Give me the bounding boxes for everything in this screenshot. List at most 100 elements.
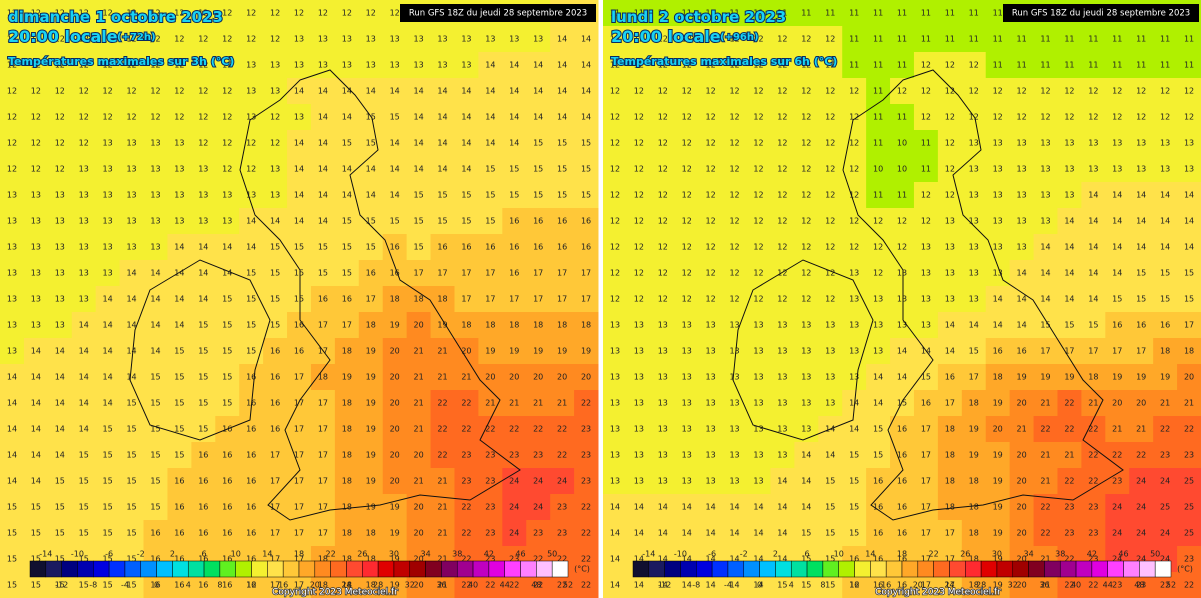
temperature-value: 13	[342, 35, 352, 44]
colorbar-swatch	[806, 560, 824, 578]
temperature-value: 14	[729, 529, 739, 538]
temperature-cell	[430, 78, 455, 105]
colorbar-label: 28	[373, 581, 383, 590]
temperature-cell	[1153, 286, 1178, 313]
temperature-cell	[71, 416, 97, 443]
temperature-cell	[1153, 312, 1178, 339]
temperature-value: 12	[849, 217, 859, 226]
temperature-value: 21	[414, 477, 424, 486]
colorbar-label: 50	[547, 550, 557, 559]
temperature-cell	[406, 364, 432, 391]
temperature-value: 20	[414, 581, 424, 590]
temperature-cell	[674, 286, 700, 313]
temperature-cell	[454, 416, 479, 443]
colorbar-swatch	[172, 560, 189, 578]
temperature-value: 15	[198, 425, 208, 434]
temperature-value: 20	[1017, 581, 1027, 590]
temperature-cell	[167, 130, 192, 157]
temperature-value: 14	[414, 165, 424, 174]
temperature-cell	[650, 78, 676, 105]
temperature-cell	[215, 130, 240, 157]
temperature-cell	[382, 156, 408, 183]
temperature-value: 21	[1136, 425, 1146, 434]
temperature-value: 13	[1017, 191, 1027, 200]
temperature-value: 13	[753, 425, 763, 434]
temperature-value: 13	[390, 35, 400, 44]
temperature-cell	[406, 130, 432, 157]
temperature-cell	[1105, 104, 1130, 131]
temperature-cell	[603, 78, 628, 105]
temperature-cell	[502, 390, 527, 417]
temperature-value: 19	[342, 373, 352, 382]
temperature-value: 14	[390, 165, 400, 174]
temperature-value: 13	[706, 451, 716, 460]
temperature-cell	[334, 520, 360, 547]
temperature-cell	[866, 442, 891, 469]
temperature-value: 14	[7, 373, 17, 382]
temperature-cell	[119, 442, 145, 469]
temperature-value: 18	[342, 529, 352, 538]
temperature-value: 12	[634, 139, 644, 148]
temperature-value: 13	[993, 191, 1003, 200]
temperature-cell	[1081, 104, 1106, 131]
temperature-cell	[842, 468, 867, 495]
temperature-cell	[239, 338, 264, 365]
temperature-value: 15	[342, 269, 352, 278]
temperature-value: 18	[342, 477, 352, 486]
temperature-value: 16	[897, 529, 907, 538]
colorbar-swatch	[77, 560, 94, 578]
temperature-cell	[1177, 442, 1201, 469]
colorbar-label: 4	[789, 581, 794, 590]
temperature-value: 16	[246, 555, 256, 564]
temperature-value: 12	[610, 113, 620, 122]
temperature-value: 13	[1112, 165, 1122, 174]
temperature-cell	[23, 182, 49, 209]
temperature-cell	[650, 104, 676, 131]
temperature-value: 11	[1136, 35, 1146, 44]
colorbar-label: -12	[55, 581, 68, 590]
temperature-cell	[746, 78, 771, 105]
temperature-value: 13	[753, 477, 763, 486]
temperature-value: 13	[825, 347, 835, 356]
temperature-value: 13	[1184, 165, 1194, 174]
temperature-cell	[770, 104, 795, 131]
colorbar-swatch	[822, 560, 839, 578]
temperature-value: 18	[557, 321, 567, 330]
temperature-cell	[913, 286, 939, 313]
temperature-value: 14	[610, 555, 620, 564]
temperature-cell	[574, 416, 599, 443]
temperature-value: 14	[729, 555, 739, 564]
colorbar-swatch	[251, 560, 268, 578]
temperature-cell	[626, 338, 652, 365]
temperature-cell	[650, 390, 676, 417]
temperature-value: 12	[921, 61, 931, 70]
temperature-cell	[626, 78, 652, 105]
temperature-cell	[143, 78, 168, 105]
temperature-value: 15	[198, 399, 208, 408]
temperature-cell	[334, 338, 360, 365]
temperature-value: 18	[366, 321, 376, 330]
temperature-value: 13	[79, 191, 89, 200]
temperature-cell	[71, 442, 97, 469]
temperature-cell	[937, 234, 963, 261]
temperature-value: 15	[1064, 321, 1074, 330]
temperature-value: 14	[103, 295, 113, 304]
temperature-value: 13	[533, 35, 543, 44]
temperature-cell	[1105, 312, 1130, 339]
temperature-value: 12	[682, 87, 692, 96]
temperature-value: 14	[246, 217, 256, 226]
temperature-cell	[382, 520, 408, 547]
temperature-cell	[842, 416, 867, 443]
temperature-value: 12	[658, 87, 668, 96]
temperature-value: 16	[437, 243, 447, 252]
temperature-value: 12	[222, 165, 232, 174]
temperature-cell	[770, 78, 795, 105]
temperature-cell	[674, 312, 700, 339]
temperature-cell	[454, 468, 479, 495]
temperature-cell	[95, 156, 121, 183]
temperature-cell	[818, 182, 843, 209]
temperature-value: 14	[31, 451, 41, 460]
temperature-cell	[1153, 26, 1178, 53]
colorbar-label: 36	[1039, 581, 1049, 590]
temperature-value: 11	[1160, 61, 1170, 70]
